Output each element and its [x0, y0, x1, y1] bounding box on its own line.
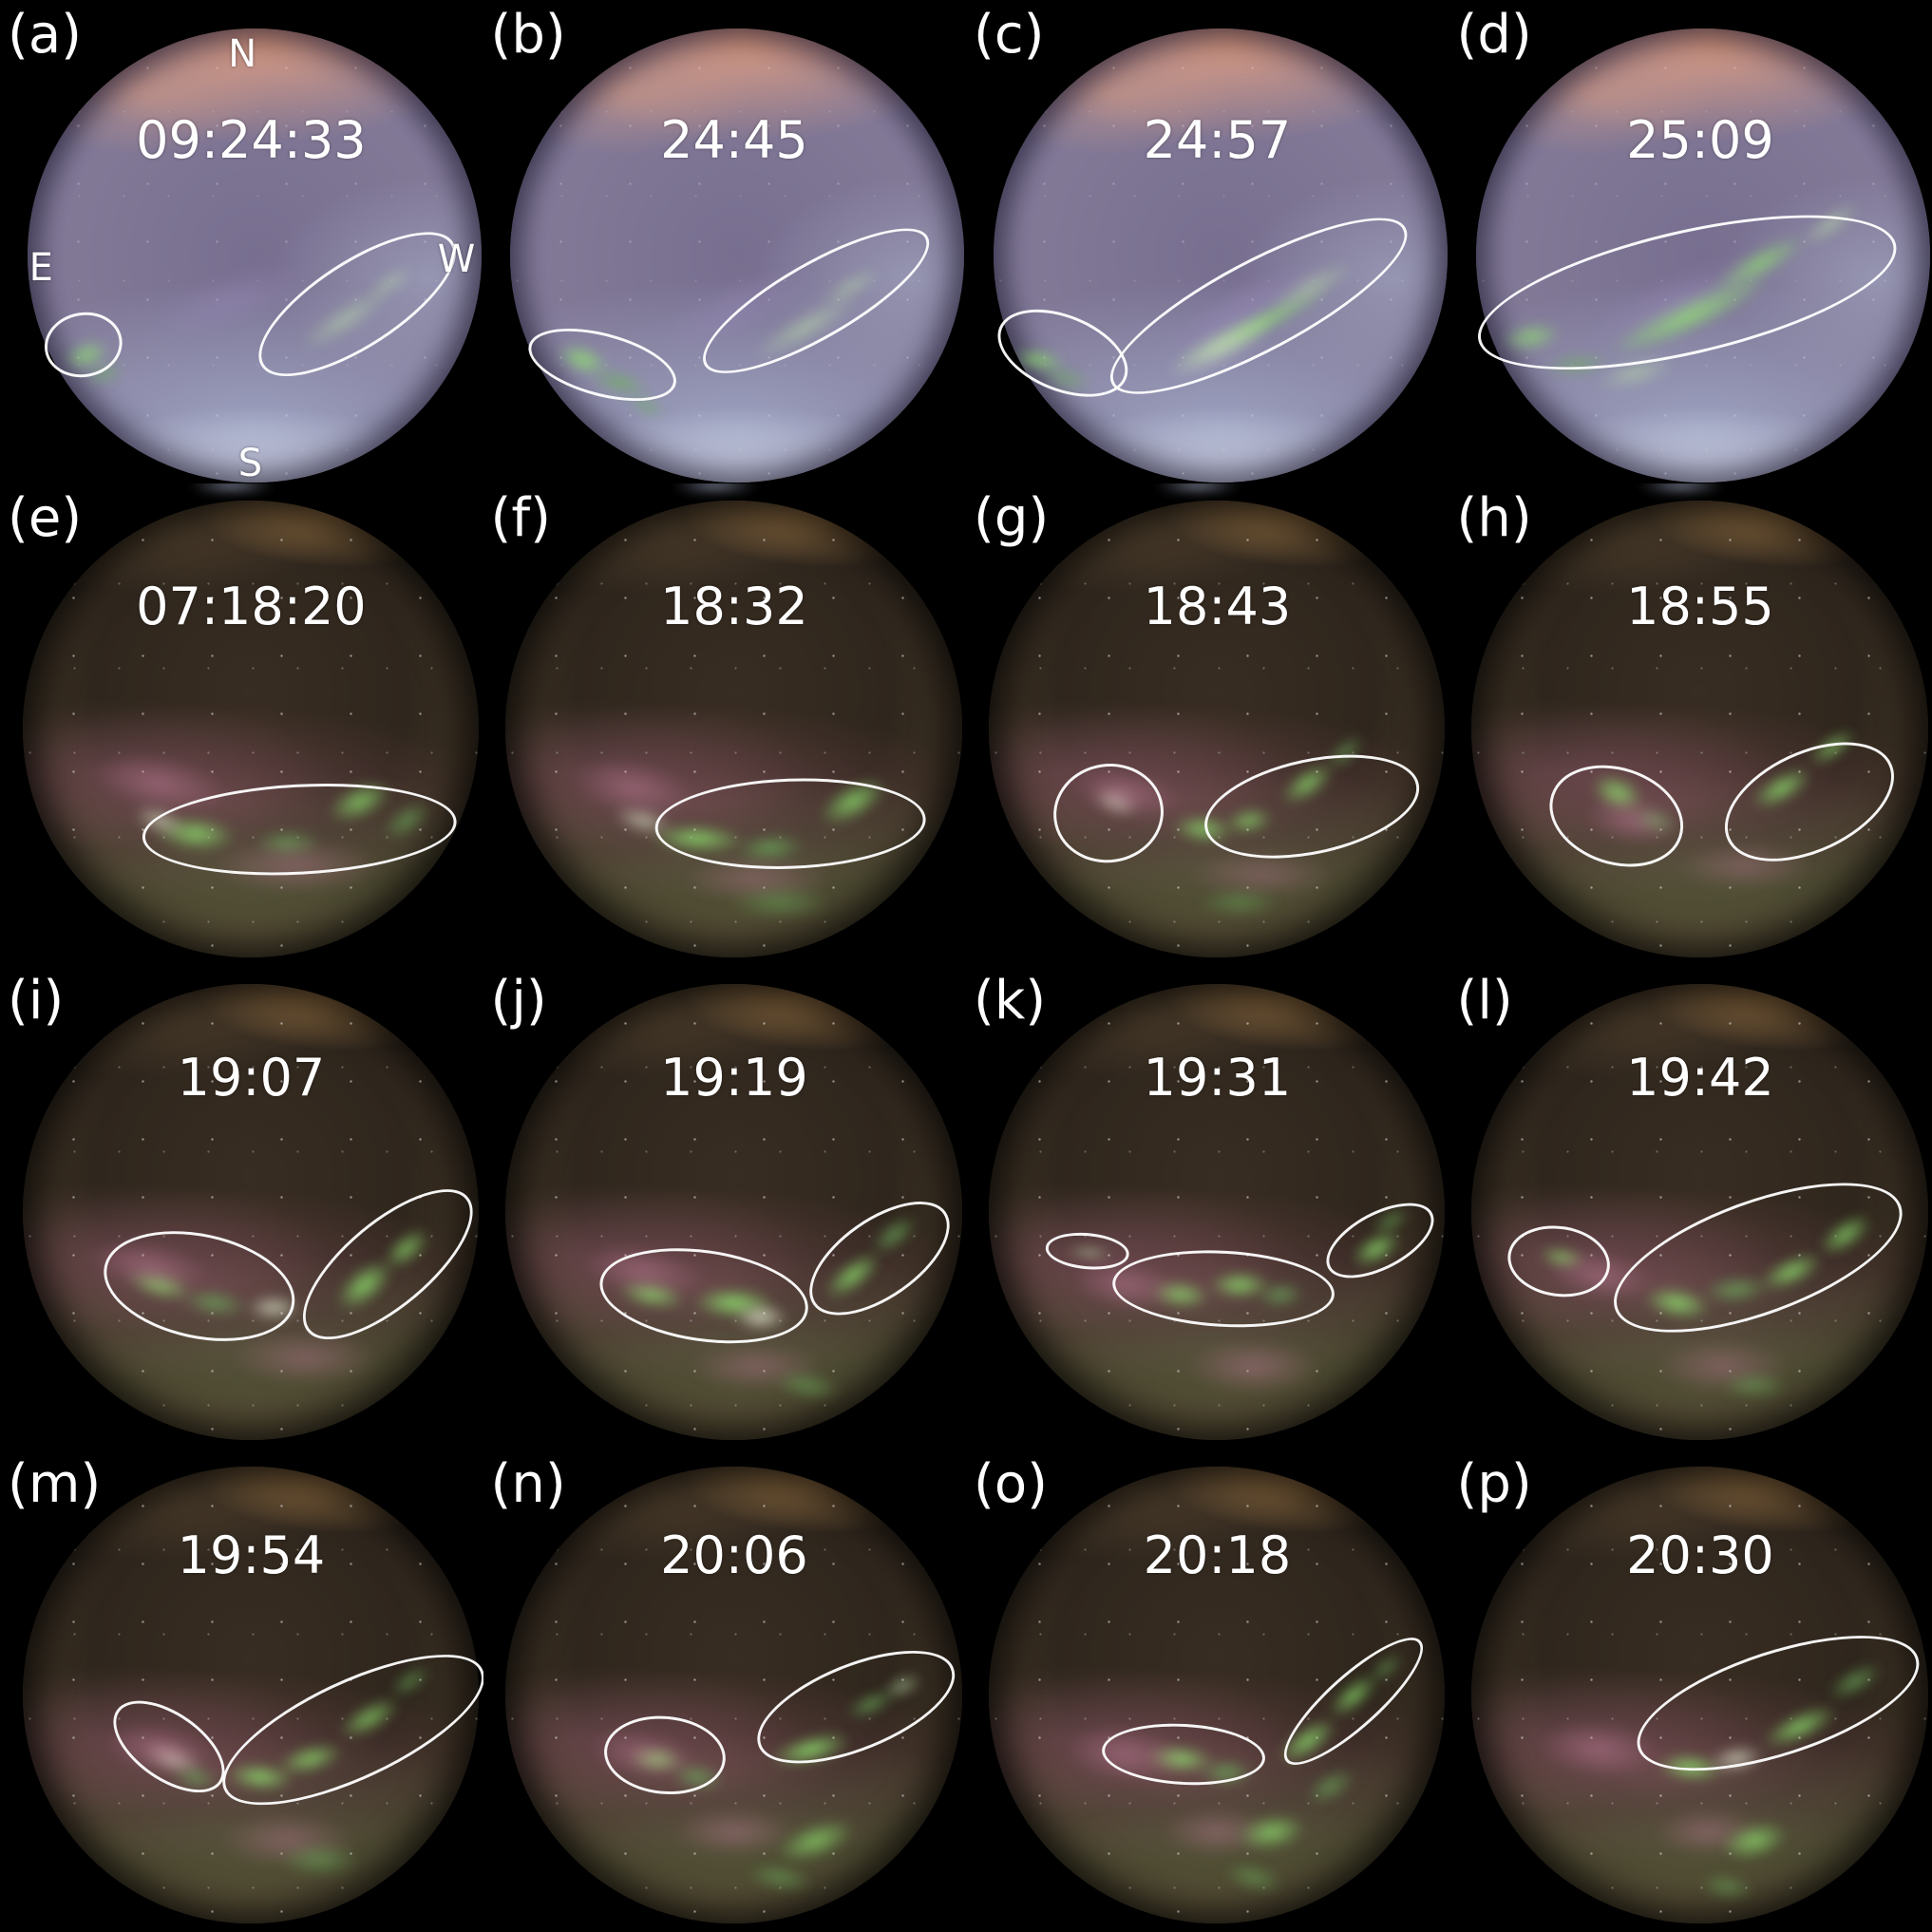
aurora-feature — [1622, 483, 1739, 496]
compass-south-label: S — [237, 442, 263, 483]
timestamp-label: 19:54 — [177, 1525, 326, 1585]
timestamp-label: 19:42 — [1626, 1048, 1774, 1108]
fisheye-sky-image — [1476, 28, 1931, 483]
allsky-panel: (d) 25:09 — [1449, 0, 1932, 483]
allsky-panel: (m) 19:54 — [0, 1449, 483, 1932]
fisheye-sky-image — [1471, 501, 1928, 957]
timestamp-label: 09:24:33 — [136, 110, 367, 170]
star-field — [1471, 501, 1928, 957]
panel-letter-label: (h) — [1456, 486, 1532, 549]
timestamp-label: 20:30 — [1626, 1525, 1774, 1585]
allsky-panel: (f) 18:32 — [483, 483, 967, 967]
fisheye-sky-image — [27, 28, 482, 483]
allsky-panel: (b) 24:45 — [483, 0, 967, 483]
panel-letter-label: (a) — [8, 4, 83, 66]
compass-east-label: E — [28, 246, 53, 291]
star-field — [22, 501, 480, 957]
allsky-panel: (g) 18:43 — [966, 483, 1449, 967]
timestamp-label: 18:32 — [660, 576, 808, 636]
timestamp-label: 24:45 — [660, 110, 808, 170]
panel-letter-label: (l) — [1456, 970, 1513, 1032]
panel-letter-label: (i) — [8, 970, 65, 1032]
panel-letter-label: (b) — [490, 4, 566, 66]
fisheye-sky-image — [1471, 983, 1928, 1441]
aurora-feature — [1140, 483, 1257, 496]
fisheye-sky-image — [22, 1467, 480, 1923]
allsky-panel: (i) 19:07 — [0, 966, 483, 1449]
timestamp-label: 20:18 — [1143, 1525, 1292, 1585]
aurora-feature — [174, 483, 291, 496]
fisheye-sky-image — [22, 983, 480, 1441]
allsky-panel: (a) 09:24:33 N E S W — [0, 0, 483, 483]
timestamp-label: 18:43 — [1143, 576, 1292, 636]
compass-north-label: N — [228, 31, 257, 76]
timestamp-label: 20:06 — [660, 1525, 808, 1585]
timestamp-label: 19:31 — [1143, 1048, 1292, 1108]
panel-letter-label: (k) — [974, 970, 1047, 1032]
panel-letter-label: (d) — [1456, 4, 1532, 66]
allsky-panel: (j) 19:19 — [483, 966, 966, 1449]
star-field — [988, 501, 1446, 957]
timestamp-label: 07:18:20 — [136, 576, 367, 636]
panel-letter-label: (e) — [8, 486, 83, 549]
allsky-panel: (h) 18:55 — [1449, 483, 1932, 967]
allsky-panel: (p) 20:30 — [1449, 1449, 1932, 1932]
fisheye-sky-image — [22, 501, 480, 957]
panel-letter-label: (j) — [490, 970, 547, 1032]
panel-letter-label: (g) — [974, 486, 1050, 549]
allsky-panel: (l) 19:42 — [1449, 966, 1932, 1449]
fisheye-sky-image — [988, 501, 1446, 957]
aurora-feature — [656, 483, 773, 496]
timestamp-label: 18:55 — [1626, 576, 1774, 636]
allsky-panel: (e) 07:18:20 — [0, 483, 483, 967]
allsky-panel: (n) 20:06 — [483, 1449, 966, 1932]
fisheye-sky-image — [505, 1467, 962, 1923]
panel-letter-label: (n) — [490, 1452, 566, 1515]
panel-letter-label: (p) — [1456, 1452, 1532, 1515]
panel-letter-label: (c) — [974, 4, 1045, 66]
allsky-panel: (k) 19:31 — [966, 966, 1449, 1449]
compass-west-label: W — [437, 237, 476, 282]
timestamp-label: 19:07 — [177, 1048, 326, 1108]
fisheye-sky-image — [988, 983, 1446, 1441]
panel-letter-label: (o) — [974, 1452, 1048, 1515]
timestamp-label: 25:09 — [1626, 110, 1774, 170]
fisheye-sky-image — [505, 501, 962, 957]
fisheye-sky-image — [510, 28, 965, 483]
fisheye-sky-image — [993, 28, 1448, 483]
allsky-panel: (o) 20:18 — [966, 1449, 1449, 1932]
panel-letter-label: (f) — [490, 486, 551, 549]
timestamp-label: 24:57 — [1143, 110, 1292, 170]
panel-letter-label: (m) — [8, 1452, 102, 1515]
star-field — [505, 501, 962, 957]
fisheye-sky-image — [505, 983, 962, 1441]
allsky-panel: (c) 24:57 — [966, 0, 1449, 483]
timestamp-label: 19:19 — [660, 1048, 808, 1108]
